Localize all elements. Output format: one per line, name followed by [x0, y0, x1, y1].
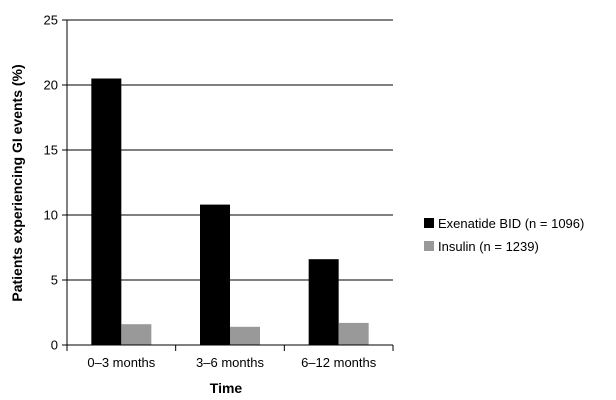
bar-insulin [121, 324, 152, 345]
y-axis-label: Patients experiencing GI events (%) [9, 64, 25, 301]
y-tick-label: 5 [51, 273, 58, 288]
y-axis-ticks: 0 5 10 15 20 25 [44, 13, 67, 353]
legend-swatch [424, 218, 434, 228]
legend: Exenatide BID (n = 1096) Insulin (n = 123… [424, 216, 584, 254]
y-tick-label: 20 [44, 78, 58, 93]
bar-exenatide [308, 259, 339, 345]
x-tick-label: 3–6 months [196, 355, 264, 370]
x-tick-label: 6–12 months [301, 355, 377, 370]
x-axis-ticks: 0–3 months 3–6 months 6–12 months [66, 345, 394, 370]
x-axis-label: Time [210, 380, 243, 396]
y-tick-label: 25 [44, 13, 58, 28]
bar-insulin [230, 326, 260, 345]
legend-swatch [424, 241, 434, 251]
y-tick-label: 0 [51, 338, 58, 353]
y-tick-label: 10 [44, 208, 58, 223]
x-tick-label: 0–3 months [87, 355, 155, 370]
bars [91, 78, 369, 345]
legend-label: Exenatide BID (n = 1096) [438, 216, 584, 231]
y-tick-label: 15 [44, 143, 58, 158]
bar-exenatide [91, 78, 122, 345]
axes [66, 20, 393, 346]
bar-insulin [338, 322, 369, 345]
legend-label: Insulin (n = 1239) [438, 239, 539, 254]
bar-exenatide [200, 204, 230, 345]
